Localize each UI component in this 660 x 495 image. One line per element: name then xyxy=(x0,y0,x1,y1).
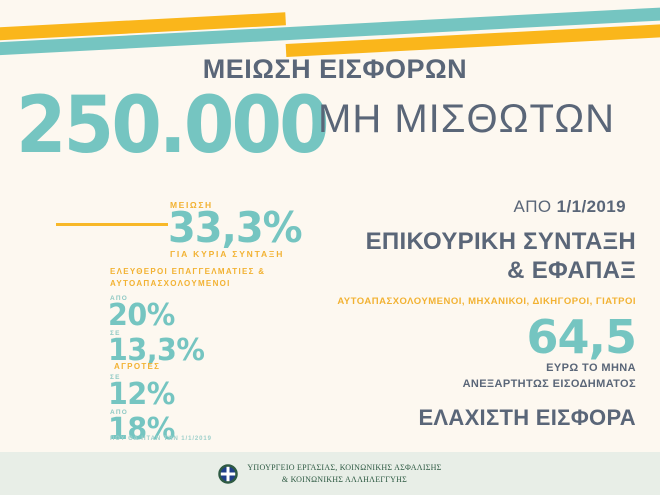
footer-inner: ΥΠΟΥΡΓΕΙΟ ΕΡΓΑΣΙΑΣ, ΚΟΙΝΩΝΙΚΗΣ ΑΣΦΑΛΙΣΗΣ… xyxy=(218,462,441,485)
header-block: ΜΕΙΩΣΗ ΕΙΣΦΟΡΩΝ 250.000 ΜΗ ΜΙΣΘΩΤΩΝ ΑΠΟ … xyxy=(0,54,660,217)
headline-subject: ΜΗ ΜΙΣΘΩΤΩΝ xyxy=(318,97,615,141)
greek-coat-of-arms-icon xyxy=(218,463,239,484)
group1-from-value: 20% xyxy=(108,298,175,333)
page-title: ΜΕΙΩΣΗ ΕΙΣΦΟΡΩΝ xyxy=(202,54,468,84)
ministry-name: ΥΠΟΥΡΓΕΙΟ ΕΡΓΑΣΙΑΣ, ΚΟΙΝΩΝΙΚΗΣ ΑΣΦΑΛΙΣΗΣ… xyxy=(247,462,441,485)
group2-to-value: 12% xyxy=(108,377,175,412)
ministry-name-line1: ΥΠΟΥΡΓΕΙΟ ΕΡΓΑΣΙΑΣ, ΚΟΙΝΩΝΙΚΗΣ ΑΣΦΑΛΙΣΗΣ xyxy=(247,462,442,472)
supplementary-pension-title: ΕΠΙΚΟΥΡΙΚΗ ΣΥΝΤΑΞΗ & ΕΦΑΠΑΞ xyxy=(296,228,636,286)
decor-yellow-rule xyxy=(56,223,168,226)
group-label-farmers: ΑΓΡΟΤΕΣ xyxy=(114,362,161,371)
headline-figure-row: 250.000 ΜΗ ΜΙΣΘΩΤΩΝ ΑΠΟ 1/1/2019 xyxy=(0,87,660,216)
ministry-name-line2: & ΚΟΙΝΩΝΙΚΗΣ ΑΛΛΗΛΕΓΓΥΗΣ xyxy=(281,474,408,484)
amount-note-line2: ΑΝΕΞΑΡΤΗΤΩΣ ΕΙΣΟΔΗΜΑΤΟΣ xyxy=(462,377,636,390)
group2-from-value: 18% xyxy=(108,412,175,447)
group1-to-value: 13,3% xyxy=(108,333,205,368)
supplementary-pension-title-line1: ΕΠΙΚΟΥΡΙΚΗ ΣΥΝΤΑΞΗ xyxy=(365,228,636,255)
effective-date: ΑΠΟ 1/1/2019 xyxy=(513,197,626,217)
supplementary-pension-title-line2: & ΕΦΑΠΑΞ xyxy=(507,256,636,284)
amount-note-line1: ΕΥΡΩ ΤΟ ΜΗΝΑ xyxy=(546,361,636,374)
group2-note: ΠΟΥ ΘΑ ΗΤΑΝ ΤΗΝ 1/1/2019 xyxy=(110,436,212,442)
group1-from-label: ΑΠΟ xyxy=(110,295,129,302)
reduction-caption-bottom: ΓΙΑ ΚΥΡΙΑ ΣΥΝΤΑΞΗ xyxy=(170,249,285,259)
headline-big-number: 250.000 xyxy=(16,81,330,171)
effective-date-value: 1/1/2019 xyxy=(556,197,626,216)
effective-date-prefix: ΑΠΟ xyxy=(513,197,552,216)
right-column: ΕΠΙΚΟΥΡΙΚΗ ΣΥΝΤΑΞΗ & ΕΦΑΠΑΞ ΑΥΤΟΑΠΑΣΧΟΛΟ… xyxy=(296,228,638,431)
group2-to-label: ΣΕ xyxy=(110,374,121,381)
minimum-contribution-amount: 64,5 xyxy=(526,309,638,364)
group-label-freelancers: ΕΛΕΥΘΕΡΟΙ ΕΠΑΓΓΕΛΜΑΤΙΕΣ & ΑΥΤΟΑΠΑΣΧΟΛΟΥΜ… xyxy=(110,267,266,288)
supplementary-pension-subtitle: ΑΥΤΟΑΠΑΣΧΟΛΟΥΜΕΝΟΙ, ΜΗΧΑΝΙΚΟΙ, ΔΙΚΗΓΟΡΟΙ… xyxy=(337,295,636,307)
footer-band: ΥΠΟΥΡΓΕΙΟ ΕΡΓΑΣΙΑΣ, ΚΟΙΝΩΝΙΚΗΣ ΑΣΦΑΛΙΣΗΣ… xyxy=(0,452,660,495)
reduction-percent-value: 33,3% xyxy=(168,203,303,252)
group2-from-label: ΑΠΟ xyxy=(110,409,129,416)
reduction-caption-top: ΜΕΙΩΣΗ xyxy=(170,200,213,210)
minimum-contribution-label: ΕΛΑΧΙΣΤΗ ΕΙΣΦΟΡΑ xyxy=(418,404,636,430)
group1-to-label: ΣΕ xyxy=(110,330,121,337)
